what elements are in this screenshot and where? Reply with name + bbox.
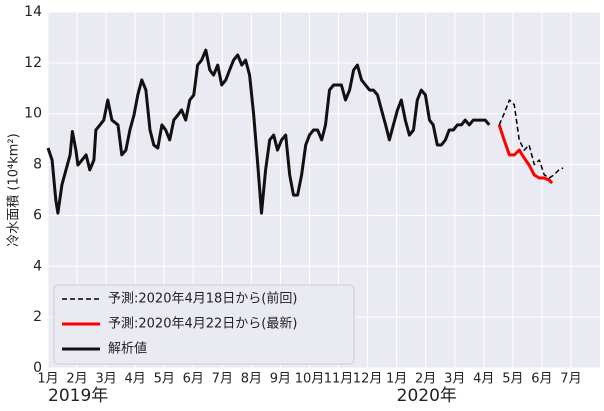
x-tick-label: 2月 [66, 372, 87, 387]
x-tick-label: 1月 [386, 372, 407, 387]
data-line [497, 124, 554, 185]
x-tick-label: 5月 [502, 372, 523, 387]
x-tick-label: 7月 [560, 372, 581, 387]
x-tick-label: 4月 [473, 372, 494, 387]
x-tick-label: 3月 [95, 372, 116, 387]
y-tick-label: 10 [24, 106, 42, 122]
y-tick-label: 6 [33, 207, 42, 223]
x-tick-label: 4月 [125, 372, 146, 387]
y-tick-label: 0 [33, 360, 42, 376]
x-tick-label: 2月 [415, 372, 436, 387]
x-tick-label: 3月 [444, 372, 465, 387]
legend: 予測:2020年4月18日から(前回) 予測:2020年4月22日から(最新) 解析… [53, 284, 355, 365]
x-tick-label: 6月 [531, 372, 552, 387]
x-tick-label: 12月 [353, 372, 383, 387]
y-tick-label: 4 [33, 258, 42, 274]
data-line [498, 99, 564, 179]
x-tick-label: 9月 [270, 372, 291, 387]
y-tick-label: 14 [24, 4, 42, 20]
y-tick-label: 8 [33, 157, 42, 173]
x-tick-label: 11月 [324, 372, 354, 387]
legend-box [53, 284, 355, 365]
legend-label: 予測:2020年4月18日から(前回) [108, 291, 297, 307]
x-year-label: 2020年 [397, 386, 457, 406]
legend-label: 予測:2020年4月22日から(最新) [108, 316, 297, 332]
y-tick-label: 2 [33, 309, 42, 325]
y-tick-label: 12 [24, 55, 42, 71]
x-year-label: 2019年 [48, 386, 108, 406]
x-tick-label: 1月 [37, 372, 58, 387]
x-tick-label: 7月 [212, 372, 233, 387]
legend-label: 解析値 [108, 341, 147, 357]
x-tick-label: 5月 [154, 372, 175, 387]
x-tick-label: 6月 [183, 372, 204, 387]
data-line [46, 48, 491, 215]
y-axis-label: 冷水面積 (10⁴km²) [7, 133, 22, 246]
x-tick-label: 8月 [241, 372, 262, 387]
x-tick-label: 10月 [295, 372, 325, 387]
